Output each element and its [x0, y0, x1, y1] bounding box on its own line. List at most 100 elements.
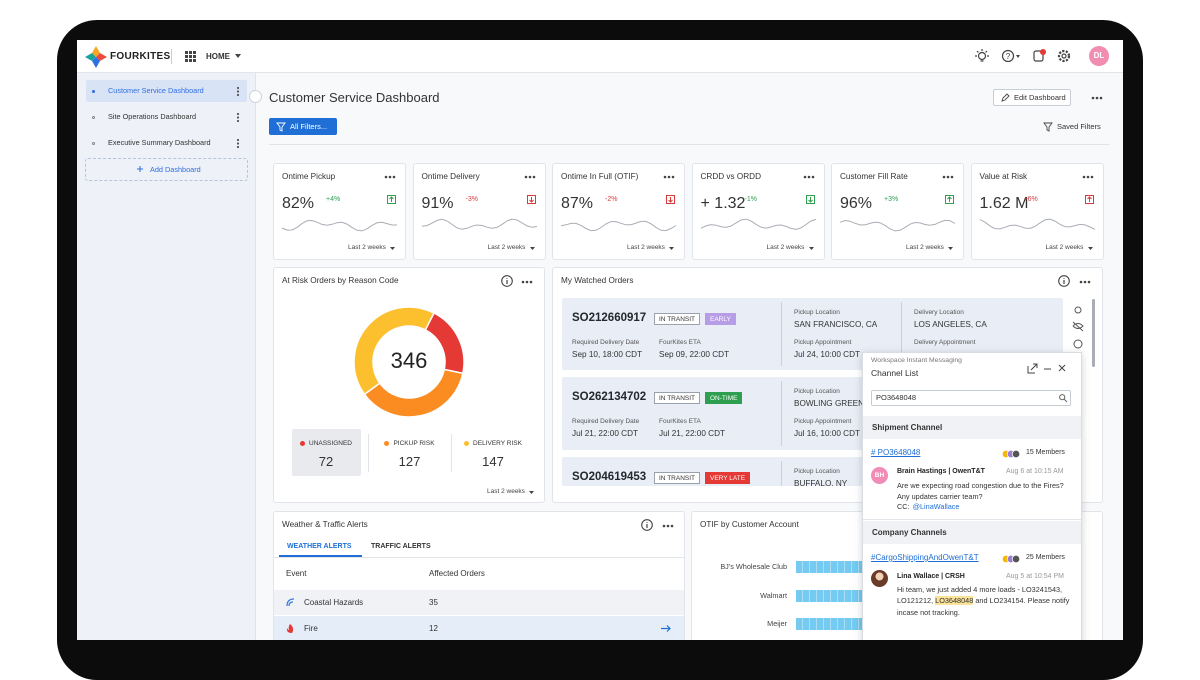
- kpi-period[interactable]: Last 2 weeks: [487, 244, 526, 251]
- dot: [384, 175, 388, 179]
- order-id: SO212660917: [572, 312, 647, 324]
- filter-button[interactable]: [269, 118, 337, 135]
- logo-icon: [85, 46, 107, 68]
- info-circle: [641, 519, 653, 531]
- handle: [1063, 398, 1068, 403]
- sidebar-item[interactable]: Executive Summary Dashboard: [108, 138, 211, 147]
- add-dashboard-box[interactable]: [85, 158, 248, 181]
- member-avatar: [1011, 554, 1021, 564]
- table-row[interactable]: [274, 616, 684, 640]
- caret: [390, 247, 395, 250]
- table-row[interactable]: [274, 590, 684, 615]
- caret-shape: [390, 247, 395, 250]
- saved-filters[interactable]: Saved Filters: [1057, 122, 1101, 131]
- separator: [171, 49, 172, 64]
- idea-icon[interactable]: [975, 49, 989, 63]
- tab[interactable]: WEATHER ALERTS: [287, 543, 352, 550]
- mention[interactable]: @LinaWallace: [912, 502, 960, 511]
- trend-box: [945, 195, 954, 204]
- more-menu[interactable]: [803, 175, 815, 187]
- sidebar-item[interactable]: Site Operations Dashboard: [108, 112, 197, 121]
- more-menu[interactable]: [663, 175, 675, 187]
- edit-label[interactable]: Edit Dashboard: [1014, 93, 1066, 102]
- field-value: LOS ANGELES, CA: [914, 320, 987, 329]
- kpi-card: CRDD vs ORDD + 1.32 -1% Last 2 weeks: [691, 163, 825, 260]
- message-part: and LO234154. Please notify incase not t…: [897, 596, 1070, 617]
- sidebar: [77, 73, 256, 640]
- row-arrow: [661, 625, 671, 632]
- filter-label[interactable]: All Filters...: [290, 122, 328, 131]
- trend-icon: [805, 195, 815, 204]
- info-circle: [1058, 275, 1070, 287]
- dot: [521, 280, 525, 284]
- kpi-title: Ontime In Full (OTIF): [561, 172, 639, 181]
- field-label: Required Delivery Date: [572, 339, 640, 346]
- more-menu[interactable]: [1082, 175, 1094, 187]
- popout: [1027, 363, 1038, 374]
- sidebar-item[interactable]: Customer Service Dashboard: [108, 86, 204, 95]
- more-menu[interactable]: [236, 112, 248, 124]
- page-title: Customer Service Dashboard: [269, 90, 440, 105]
- panel-controls[interactable]: [1027, 363, 1073, 374]
- trend-box: [526, 195, 536, 204]
- search-box[interactable]: [871, 390, 1071, 406]
- notification-icon[interactable]: [1032, 49, 1046, 63]
- caret: [948, 247, 953, 250]
- author-avatar: [871, 467, 888, 484]
- field-value: Sep 10, 18:00 CDT: [572, 350, 643, 359]
- nav-caret[interactable]: [235, 54, 241, 58]
- more-menu[interactable]: [521, 280, 533, 292]
- kpi-period[interactable]: Last 2 weeks: [627, 244, 665, 251]
- add-dashboard[interactable]: Add Dashboard: [150, 165, 201, 174]
- more-menu[interactable]: [942, 175, 954, 187]
- more-menu[interactable]: [236, 86, 248, 98]
- status-badge: IN TRANSIT: [654, 392, 700, 404]
- more-menu[interactable]: [524, 175, 536, 187]
- nav-menu[interactable]: HOME: [206, 52, 230, 61]
- period-select[interactable]: Last 2 weeks: [487, 488, 525, 495]
- apps-icon[interactable]: [185, 51, 196, 62]
- settings-icon[interactable]: [1057, 49, 1071, 63]
- kpi-period[interactable]: Last 2 weeks: [906, 244, 944, 251]
- sparkline-path: [700, 218, 816, 230]
- sparkline-path: [839, 219, 956, 232]
- avatar[interactable]: [1089, 46, 1109, 66]
- more-menu[interactable]: [1079, 280, 1091, 292]
- more-menu[interactable]: [384, 175, 396, 187]
- dot: [803, 175, 806, 179]
- kpi-period[interactable]: Last 2 weeks: [348, 244, 386, 251]
- selected-item-bg: [86, 80, 247, 102]
- more-menu[interactable]: [662, 524, 674, 536]
- info-icon: [501, 275, 513, 287]
- edit-button[interactable]: [993, 89, 1071, 106]
- row-actions: [1072, 306, 1084, 349]
- top-bar: [77, 40, 1123, 73]
- legend-divider: [451, 434, 452, 472]
- more-menu[interactable]: [236, 138, 248, 150]
- channel-link[interactable]: #CargoShippingAndOwenT&T: [871, 553, 979, 562]
- arrow: [661, 625, 671, 632]
- kpi-value: 91%: [421, 195, 454, 212]
- trend-icon: [945, 195, 954, 204]
- tab[interactable]: TRAFFIC ALERTS: [371, 543, 431, 550]
- dot: [236, 112, 240, 116]
- affected-orders: 35: [429, 598, 438, 607]
- svg-text:?: ?: [1006, 52, 1011, 61]
- trend-box: [387, 195, 396, 204]
- kpi-change: -1%: [744, 196, 757, 203]
- dot: [529, 280, 533, 284]
- kpi-value: 96%: [840, 195, 873, 212]
- sparkline: [421, 218, 537, 230]
- channel-link[interactable]: # PO3648048: [871, 448, 921, 457]
- message-time: Aug 6 at 10:15 AM: [1006, 468, 1064, 475]
- trend-arrow: [807, 197, 813, 203]
- collapse-button[interactable]: [249, 90, 262, 103]
- kpi-period[interactable]: Last 2 weeks: [1045, 244, 1084, 251]
- field-label: Pickup Location: [794, 309, 840, 316]
- share: [1074, 306, 1082, 314]
- kpi-period[interactable]: Last 2 weeks: [766, 244, 805, 251]
- help-icon[interactable]: ?: [1001, 49, 1021, 63]
- more-menu[interactable]: [1091, 96, 1103, 108]
- pencil-icon: [1001, 93, 1010, 102]
- status-badge: IN TRANSIT: [654, 472, 700, 484]
